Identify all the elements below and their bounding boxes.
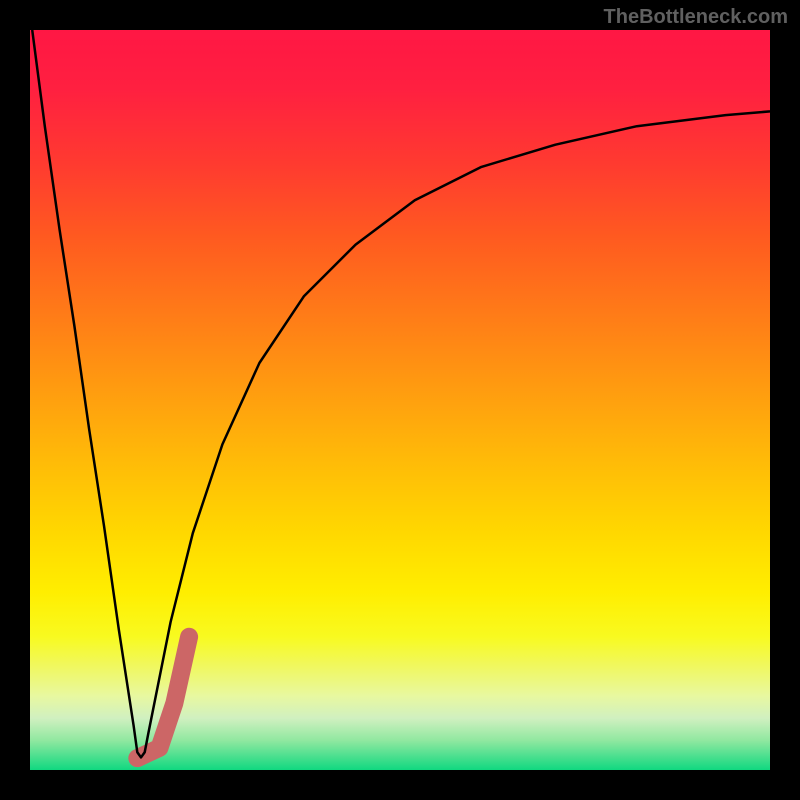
curves-svg <box>30 30 770 770</box>
chart-container: TheBottleneck.com <box>0 0 800 800</box>
v-curve <box>32 30 770 757</box>
watermark-text: TheBottleneck.com <box>604 6 788 29</box>
plot-area <box>30 30 770 770</box>
